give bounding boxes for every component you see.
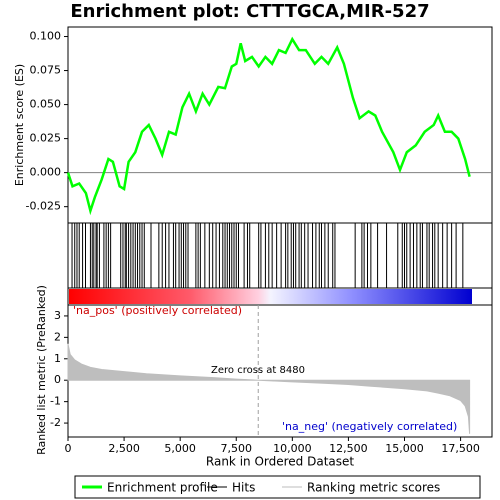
- y-tick-label: 0.050: [30, 98, 62, 111]
- y-tick-label: 1: [54, 352, 61, 365]
- x-tick-label: 15,000: [385, 442, 424, 455]
- pos-label: 'na_pos' (positively correlated): [73, 304, 242, 317]
- y-tick-label: 0.000: [30, 166, 62, 179]
- y-axis-label: Ranked list metric (PreRanked): [35, 285, 48, 455]
- y-tick-label: 3: [54, 309, 61, 322]
- rank-color-bar: [69, 289, 472, 304]
- y-tick-label: 0: [54, 373, 61, 386]
- x-tick-label: 0: [65, 442, 72, 455]
- x-tick-label: 7,500: [221, 442, 253, 455]
- y-tick-label: -0.025: [26, 200, 61, 213]
- y-tick-label: 0.100: [30, 30, 62, 43]
- chart-title: Enrichment plot: CTTTGCA,MIR-527: [70, 1, 429, 22]
- x-tick-label: 5,000: [164, 442, 196, 455]
- legend-label: Enrichment profile: [107, 481, 218, 495]
- y-tick-label: -1: [50, 395, 61, 408]
- enrichment-line: [66, 36, 471, 216]
- x-tick-label: 17,500: [441, 442, 480, 455]
- legend: [74, 475, 481, 499]
- metric-area: [67, 343, 471, 434]
- y-tick-label: 0.025: [30, 132, 62, 145]
- x-tick-label: 10,000: [273, 442, 312, 455]
- y-tick-label: -2: [50, 416, 61, 429]
- x-tick-label: 2,500: [108, 442, 140, 455]
- y-axis-label: Enrichment score (ES): [13, 64, 26, 186]
- legend-label: Ranking metric scores: [307, 481, 440, 495]
- x-axis-label: Rank in Ordered Dataset: [206, 455, 354, 469]
- x-tick-label: 12,500: [329, 442, 368, 455]
- y-tick-label: 0.075: [30, 64, 62, 77]
- legend-label: Hits: [232, 481, 255, 495]
- neg-label: 'na_neg' (negatively correlated): [282, 420, 457, 433]
- y-tick-label: 2: [54, 330, 61, 343]
- frame: [67, 26, 493, 438]
